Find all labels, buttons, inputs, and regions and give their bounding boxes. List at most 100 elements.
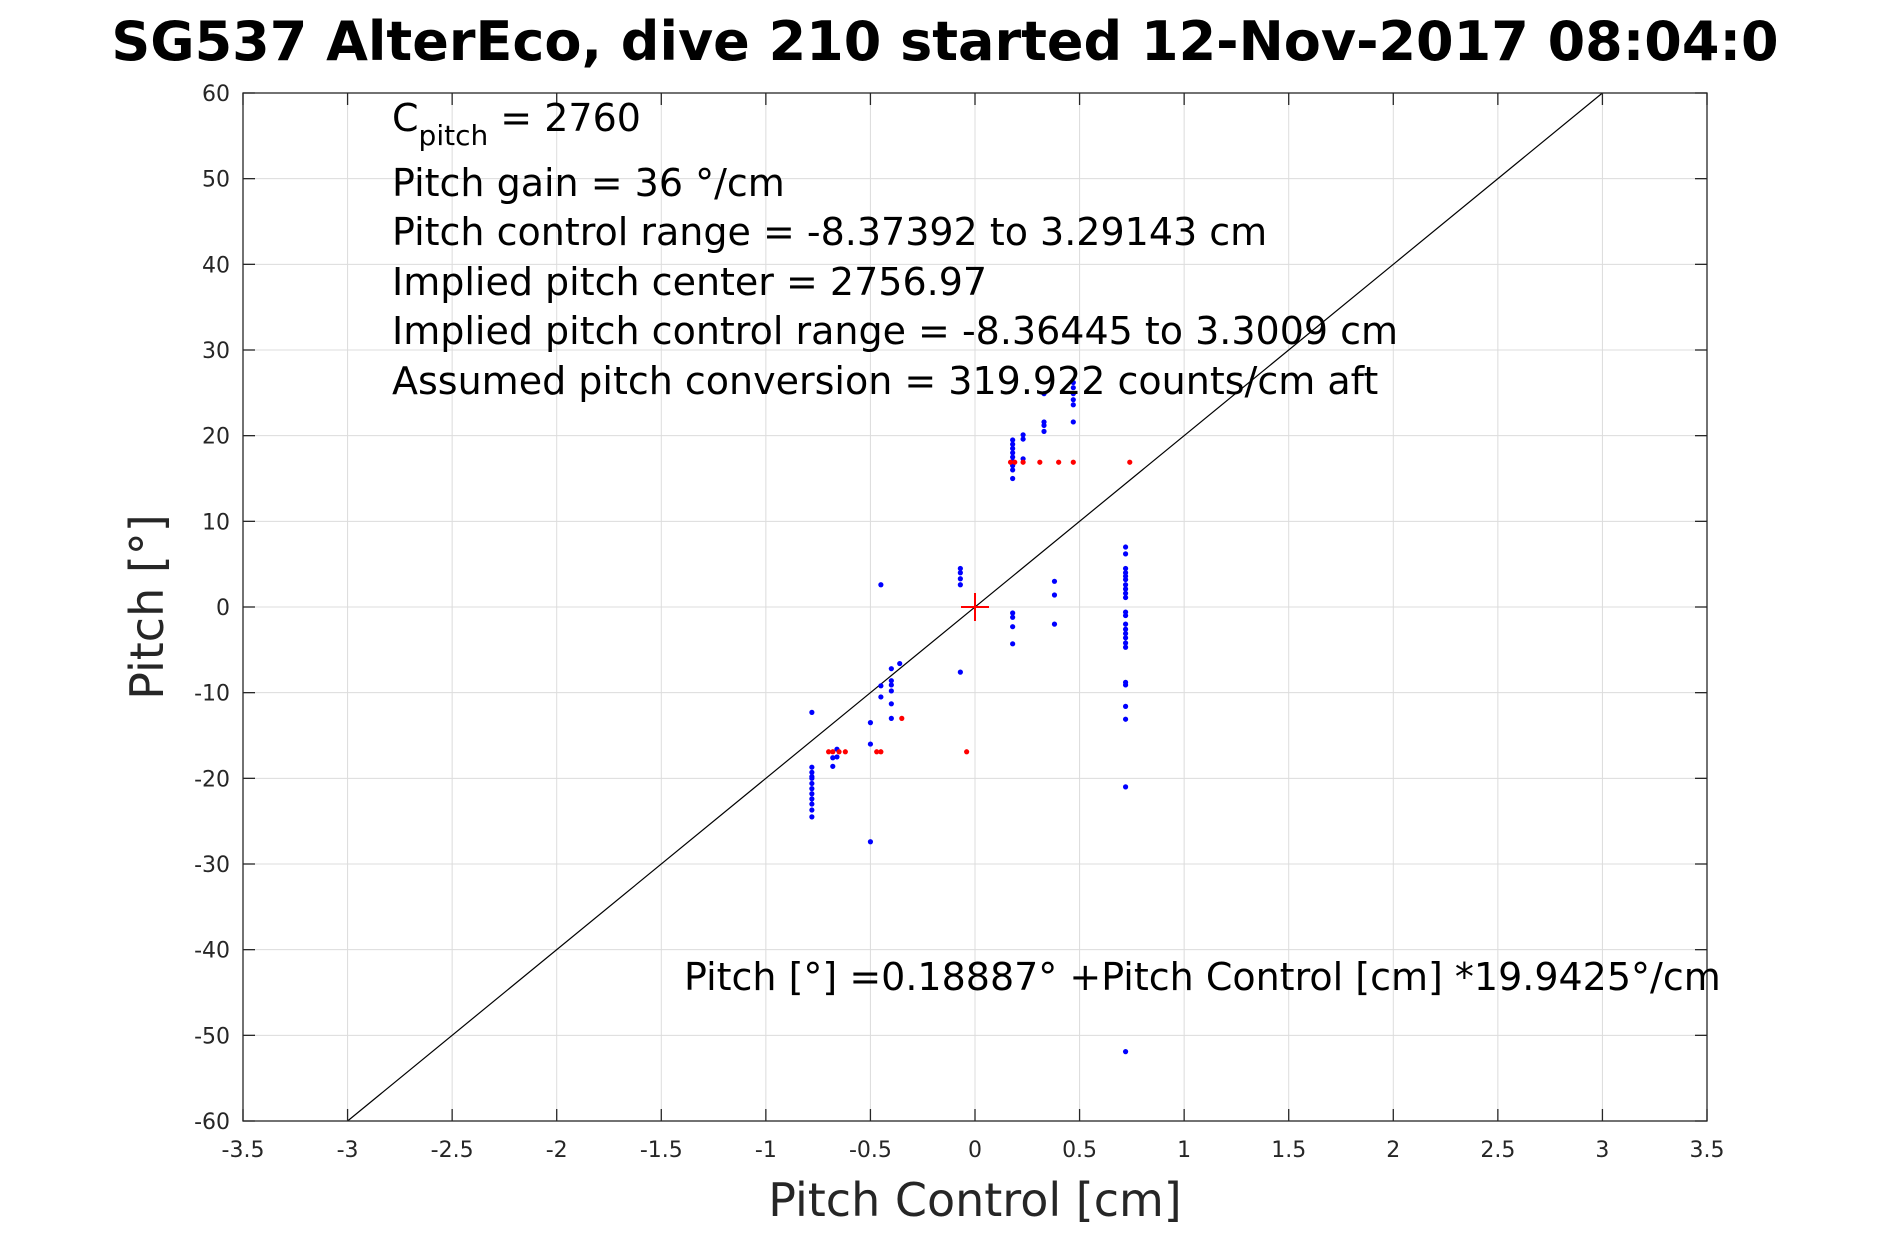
- blue-data-point: [830, 763, 836, 769]
- c-pitch-annotation: Cpitch = 2760: [392, 96, 641, 152]
- blue-data-point: [1122, 582, 1129, 588]
- blue-data-point: [1122, 635, 1129, 641]
- x-tick-label: 2: [1386, 1138, 1400, 1163]
- blue-data-point: [809, 774, 815, 780]
- implied-pitch-center-annotation: Implied pitch center = 2756.97: [392, 260, 987, 304]
- center-marker-group: [961, 593, 989, 621]
- blue-data-point: [1122, 594, 1129, 601]
- y-tick-label: 50: [202, 168, 230, 193]
- x-tick-label: -0.5: [849, 1138, 892, 1163]
- blue-data-point: [1122, 640, 1129, 646]
- blue-data-point: [888, 688, 894, 694]
- y-tick-label: -40: [194, 939, 230, 964]
- blue-data-point: [1122, 551, 1129, 557]
- y-tick-label: -60: [194, 1110, 230, 1135]
- red-data-point: [836, 749, 842, 755]
- x-tick-label: 1.5: [1271, 1138, 1306, 1163]
- blue-data-point: [957, 582, 963, 588]
- blue-data-point: [1122, 626, 1129, 632]
- blue-data-point: [1122, 784, 1129, 790]
- blue-data-point: [1010, 467, 1016, 473]
- fit-equation-annotation: Pitch [°] =0.18887° +Pitch Control [cm] …: [684, 955, 1721, 999]
- blue-data-point: [1010, 441, 1016, 447]
- blue-data-point: [1051, 578, 1058, 584]
- blue-data-point: [809, 801, 815, 807]
- red-data-point: [1012, 459, 1018, 465]
- red-data-point: [899, 715, 905, 721]
- blue-data-point: [1122, 1049, 1129, 1055]
- blue-data-point: [1020, 436, 1026, 442]
- blue-data-point: [957, 669, 963, 675]
- red-data-point: [874, 749, 880, 755]
- blue-data-point: [1051, 621, 1058, 627]
- blue-data-point: [1122, 586, 1129, 592]
- x-tick-label: -1.5: [640, 1138, 683, 1163]
- y-tick-label: -20: [194, 767, 230, 792]
- x-tick-label: -1: [755, 1138, 777, 1163]
- pitch-conversion-annotation: Assumed pitch conversion = 319.922 count…: [392, 359, 1378, 403]
- blue-data-point: [1010, 445, 1016, 452]
- blue-data-point: [1122, 682, 1129, 688]
- y-tick-label: -30: [194, 853, 230, 878]
- blue-data-point: [809, 796, 815, 802]
- annotations: Cpitch = 2760 Pitch gain = 36 °/cm Pitch…: [392, 96, 1721, 999]
- blue-data-point: [1122, 703, 1129, 709]
- blue-data-point: [897, 660, 903, 667]
- blue-data-point: [1070, 397, 1076, 403]
- c-pitch-subscript: pitch: [419, 119, 489, 152]
- blue-data-point: [867, 839, 874, 845]
- blue-data-point: [809, 791, 815, 797]
- blue-data-point: [1020, 432, 1026, 438]
- y-tick-label: -50: [194, 1024, 230, 1049]
- data-points: [809, 379, 1133, 1055]
- x-tick-label: -2.5: [431, 1138, 474, 1163]
- blue-data-point: [809, 807, 815, 813]
- blue-data-point: [809, 786, 815, 792]
- x-tick-label: 2.5: [1480, 1138, 1515, 1163]
- blue-data-point: [1070, 419, 1076, 425]
- chart-title: SG537 AlterEco, dive 210 started 12-Nov-…: [111, 10, 1778, 73]
- blue-data-point: [1010, 624, 1016, 630]
- x-tick-label: -2: [546, 1138, 568, 1163]
- blue-data-point: [878, 582, 884, 588]
- blue-data-point: [1041, 391, 1047, 397]
- blue-data-point: [888, 666, 894, 672]
- blue-data-point: [1010, 450, 1016, 456]
- blue-data-point: [1010, 641, 1016, 647]
- y-tick-label: 0: [216, 596, 230, 621]
- red-data-point: [830, 749, 836, 755]
- blue-data-point: [1122, 576, 1129, 583]
- blue-data-point: [1122, 630, 1129, 637]
- red-data-point: [1037, 459, 1043, 465]
- pitch-gain-annotation: Pitch gain = 36 °/cm: [392, 161, 785, 205]
- blue-data-point: [1122, 716, 1129, 722]
- blue-data-point: [1122, 612, 1129, 619]
- y-tick-label: 30: [202, 339, 230, 364]
- y-tick-label: 20: [202, 425, 230, 450]
- blue-data-point: [809, 769, 815, 775]
- blue-data-point: [1070, 379, 1076, 386]
- blue-data-point: [1010, 437, 1016, 443]
- blue-data-point: [1010, 454, 1016, 460]
- red-data-point: [878, 749, 884, 755]
- blue-data-point: [1122, 590, 1129, 596]
- x-tick-label: 0.5: [1062, 1138, 1097, 1163]
- blue-data-point: [1041, 428, 1047, 434]
- red-data-point: [1070, 459, 1076, 465]
- red-data-point: [964, 749, 970, 755]
- implied-pitch-control-range-annotation: Implied pitch control range = -8.36445 t…: [392, 309, 1398, 353]
- blue-data-point: [867, 741, 874, 747]
- blue-data-point: [1070, 385, 1076, 391]
- blue-data-point: [957, 576, 963, 582]
- blue-data-point: [957, 570, 963, 576]
- y-tick-label: -10: [194, 682, 230, 707]
- red-data-point: [1020, 459, 1026, 465]
- red-data-point: [1127, 459, 1133, 465]
- x-tick-label: 3: [1595, 1138, 1609, 1163]
- blue-data-point: [830, 755, 836, 761]
- blue-data-point: [888, 701, 894, 707]
- blue-data-point: [1070, 391, 1076, 397]
- x-axis-label: Pitch Control [cm]: [768, 1173, 1182, 1227]
- blue-data-point: [957, 565, 963, 572]
- blue-data-point: [1070, 402, 1076, 408]
